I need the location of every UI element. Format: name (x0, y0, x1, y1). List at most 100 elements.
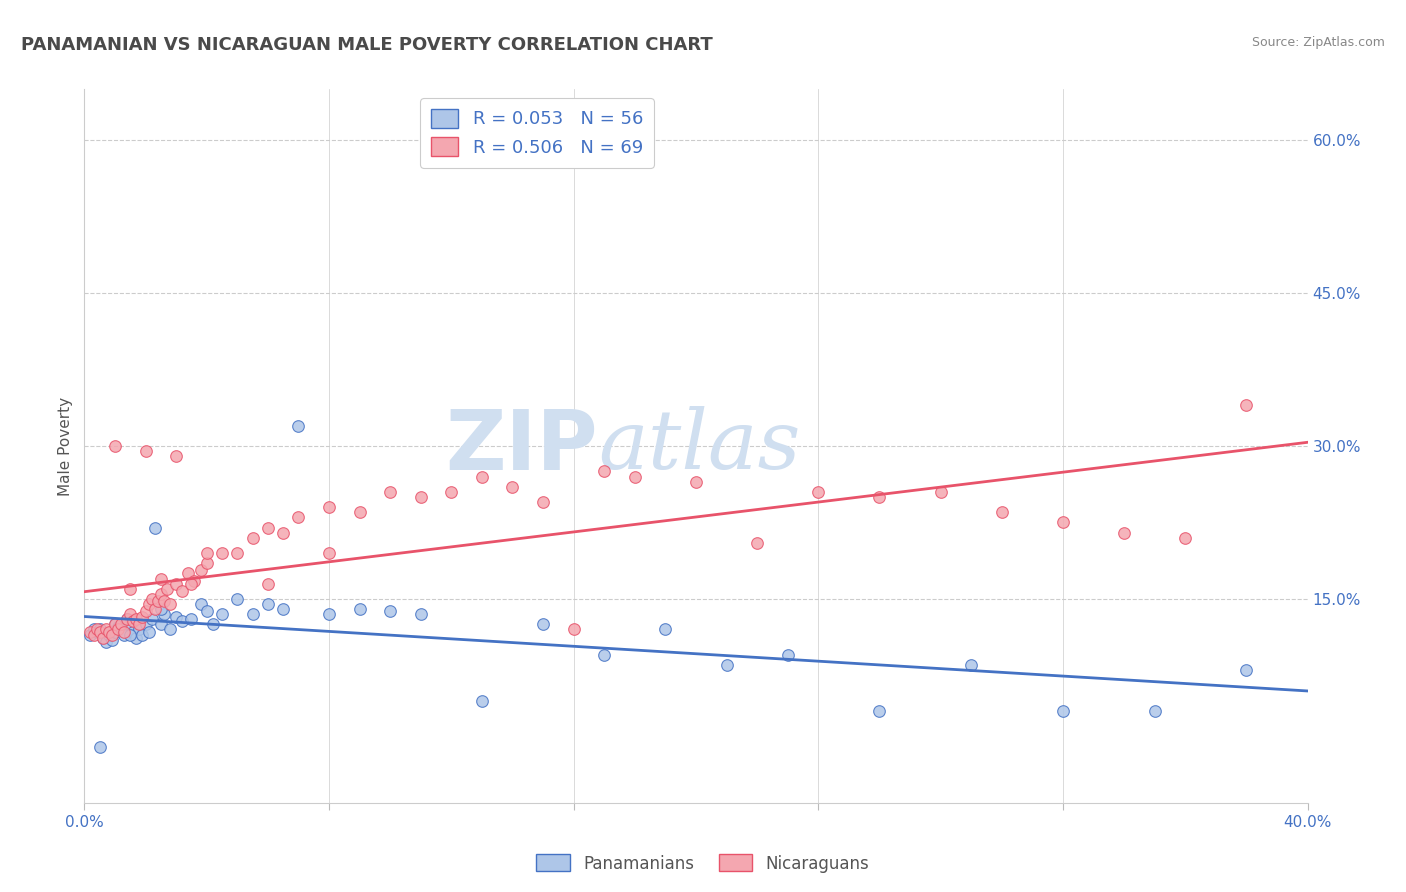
Point (143, 602, 166, 616)
Point (153, 594, 176, 608)
Point (1174, 531, 1197, 545)
Text: PANAMANIAN VS NICARAGUAN MALE POVERTY CORRELATION CHART: PANAMANIAN VS NICARAGUAN MALE POVERTY CO… (21, 36, 713, 54)
Point (115, 612, 138, 626)
Point (869, 704, 891, 718)
Point (929, 484, 952, 499)
Point (89, 623, 111, 637)
Point (125, 612, 148, 626)
Point (110, 623, 132, 637)
Point (1114, 525, 1136, 540)
Point (149, 602, 172, 616)
Point (125, 631, 148, 645)
Point (318, 607, 340, 622)
Point (149, 617, 172, 632)
Point (165, 576, 187, 591)
Point (380, 484, 402, 499)
Point (156, 582, 179, 596)
Point (83, 623, 105, 637)
Point (107, 620, 129, 634)
Point (349, 602, 371, 616)
Point (869, 490, 891, 504)
Point (226, 591, 249, 606)
Point (120, 607, 142, 622)
Point (593, 465, 616, 479)
Point (349, 505, 371, 519)
Point (747, 536, 769, 550)
Point (122, 615, 145, 629)
Legend: R = 0.053   N = 56, R = 0.506   N = 69: R = 0.053 N = 56, R = 0.506 N = 69 (420, 98, 654, 168)
Point (131, 610, 153, 624)
Y-axis label: Male Poverty: Male Poverty (58, 396, 73, 496)
Point (257, 576, 280, 591)
Point (287, 418, 309, 433)
Text: atlas: atlas (598, 406, 800, 486)
Point (128, 623, 150, 637)
Point (211, 607, 233, 622)
Point (180, 612, 202, 626)
Point (1052, 704, 1074, 718)
Point (101, 632, 124, 647)
Point (131, 627, 153, 641)
Point (112, 627, 135, 641)
Point (180, 576, 202, 591)
Point (135, 444, 157, 458)
Point (94, 623, 117, 637)
Point (110, 617, 132, 632)
Point (122, 624, 145, 639)
Point (141, 612, 163, 626)
Point (380, 604, 402, 618)
Point (257, 597, 280, 611)
Point (172, 583, 194, 598)
Point (89, 624, 111, 639)
Point (195, 556, 218, 570)
Point (128, 617, 150, 632)
Point (593, 648, 616, 662)
Point (141, 591, 163, 606)
Point (120, 627, 142, 641)
Point (502, 480, 524, 494)
Point (440, 484, 463, 499)
Point (172, 615, 194, 629)
Point (120, 617, 142, 632)
Point (138, 624, 160, 639)
Point (153, 607, 176, 622)
Point (471, 469, 494, 483)
Point (120, 582, 142, 596)
Point (1236, 398, 1258, 412)
Point (318, 500, 340, 515)
Point (94, 634, 117, 648)
Point (101, 627, 124, 641)
Point (624, 469, 647, 483)
Point (86, 624, 108, 639)
Point (91, 631, 114, 645)
Point (257, 520, 280, 534)
Point (91, 631, 114, 645)
Point (135, 617, 157, 632)
Point (112, 624, 135, 639)
Point (654, 623, 676, 637)
Point (195, 604, 218, 618)
Point (1052, 516, 1074, 530)
Point (409, 607, 432, 622)
Point (115, 612, 138, 626)
Point (86, 623, 108, 637)
Point (201, 617, 224, 632)
Point (685, 475, 707, 489)
Point (271, 525, 294, 540)
Point (242, 531, 264, 545)
Legend: Panamanians, Nicaraguans: Panamanians, Nicaraguans (530, 847, 876, 880)
Point (318, 546, 340, 560)
Point (138, 597, 160, 611)
Point (97, 624, 120, 639)
Point (107, 623, 129, 637)
Point (159, 623, 181, 637)
Point (242, 607, 264, 622)
Point (89, 739, 111, 754)
Text: ZIP: ZIP (446, 406, 598, 486)
Point (79, 624, 101, 639)
Point (165, 610, 187, 624)
Point (991, 505, 1014, 519)
Point (562, 623, 585, 637)
Point (1236, 663, 1258, 677)
Point (1143, 704, 1166, 718)
